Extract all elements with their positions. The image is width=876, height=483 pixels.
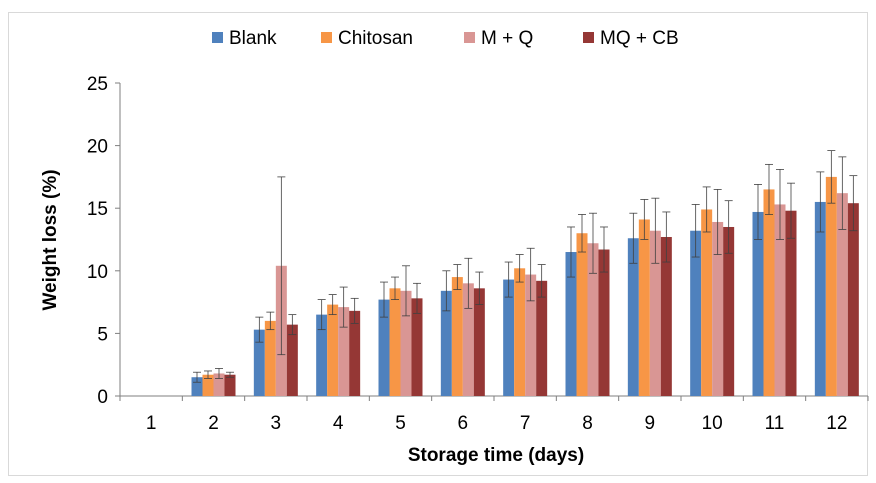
bar-blank-8: [565, 252, 577, 396]
bar-chitosan-2: [202, 374, 214, 396]
bar-mq-cb-4: [349, 310, 361, 396]
bar-mq-cb-10: [723, 226, 735, 396]
legend: Blank Chitosan M + Q MQ + CB: [212, 28, 679, 49]
bar-mq-cb-3: [286, 324, 298, 396]
legend-swatch: [583, 32, 594, 43]
legend-label: MQ + CB: [600, 28, 679, 49]
bar-blank-11: [752, 211, 764, 396]
bar-m-q-6: [462, 283, 474, 396]
bar-m-q-2: [213, 373, 225, 396]
bar-blank-3: [253, 329, 265, 396]
bar-blank-5: [378, 299, 390, 396]
bar-chitosan-8: [576, 233, 588, 396]
y-tick-label: 15: [87, 199, 108, 220]
bar-chitosan-4: [327, 304, 339, 396]
legend-swatch: [464, 32, 475, 43]
bar-mq-cb-11: [785, 210, 797, 396]
bar-mq-cb-12: [847, 203, 859, 396]
bar-mq-cb-8: [598, 249, 610, 396]
x-tick-label: 7: [520, 413, 531, 434]
bar-m-q-7: [525, 274, 537, 396]
bar-blank-2: [191, 377, 203, 396]
x-axis-title: Storage time (days): [408, 445, 584, 466]
x-tick-label: 5: [395, 413, 406, 434]
x-tick-label: 11: [765, 413, 785, 434]
bar-chitosan-7: [514, 268, 526, 396]
bar-chitosan-9: [638, 219, 650, 396]
bar-m-q-9: [649, 230, 661, 396]
legend-label: Chitosan: [338, 28, 413, 49]
bar-blank-7: [503, 279, 515, 396]
legend-label: Blank: [229, 28, 277, 49]
x-tick-label: 1: [146, 413, 157, 434]
y-tick-label: 20: [87, 137, 108, 158]
bar-chitosan-6: [451, 277, 463, 396]
bar-mq-cb-6: [473, 288, 485, 396]
x-tick-label: 6: [458, 413, 469, 434]
bar-m-q-5: [400, 290, 412, 396]
bar-blank-9: [627, 238, 639, 396]
bar-mq-cb-7: [536, 280, 548, 396]
bar-blank-6: [440, 290, 452, 396]
bar-chitosan-10: [701, 209, 713, 396]
x-tick-label: 3: [271, 413, 282, 434]
y-tick-label: 25: [87, 74, 108, 95]
y-tick-label: 0: [97, 387, 108, 408]
bar-mq-cb-9: [660, 236, 672, 396]
y-tick-label: 5: [97, 324, 108, 345]
x-tick-label: 12: [826, 413, 847, 434]
x-tick-label: 10: [702, 413, 723, 434]
legend-label: M + Q: [481, 28, 533, 49]
bar-m-q-12: [836, 193, 848, 396]
legend-swatch: [321, 32, 332, 43]
bar-blank-4: [316, 314, 328, 396]
bar-chitosan-12: [825, 176, 837, 396]
bar-m-q-10: [712, 221, 724, 396]
bar-blank-12: [814, 201, 826, 396]
y-tick-label: 10: [87, 262, 108, 283]
bar-mq-cb-2: [224, 374, 236, 396]
bar-mq-cb-5: [411, 298, 423, 396]
x-tick-label: 2: [208, 413, 219, 434]
y-axis-title: Weight loss (%): [40, 169, 61, 310]
bar-m-q-4: [338, 307, 350, 396]
bar-chitosan-11: [763, 189, 775, 396]
x-tick-label: 9: [645, 413, 656, 434]
bar-blank-10: [690, 230, 702, 396]
legend-swatch: [212, 32, 223, 43]
x-tick-label: 4: [333, 413, 344, 434]
bar-m-q-11: [774, 204, 786, 396]
x-tick-label: 8: [582, 413, 593, 434]
bar-m-q-8: [587, 243, 599, 396]
bar-chitosan-3: [264, 320, 276, 396]
bar-chitosan-5: [389, 288, 401, 396]
